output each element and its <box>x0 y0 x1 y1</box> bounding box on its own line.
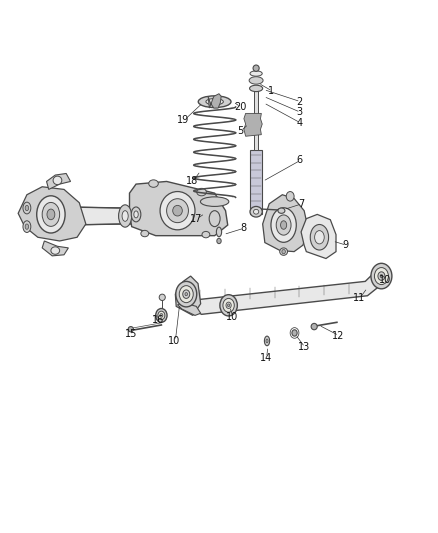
Text: 7: 7 <box>298 199 304 209</box>
Text: 5: 5 <box>237 126 243 136</box>
Ellipse shape <box>134 211 138 218</box>
Polygon shape <box>251 150 262 214</box>
Ellipse shape <box>25 224 28 229</box>
Ellipse shape <box>310 224 328 250</box>
Polygon shape <box>263 195 308 252</box>
Ellipse shape <box>131 207 141 222</box>
Text: 10: 10 <box>168 336 180 346</box>
Text: 15: 15 <box>125 329 137 339</box>
Ellipse shape <box>226 302 231 309</box>
Polygon shape <box>130 181 228 236</box>
Ellipse shape <box>311 324 317 330</box>
Ellipse shape <box>122 211 128 221</box>
Text: 1: 1 <box>268 86 275 96</box>
Text: 11: 11 <box>353 293 365 303</box>
Polygon shape <box>35 206 212 225</box>
Ellipse shape <box>159 294 165 301</box>
Ellipse shape <box>253 65 259 71</box>
Ellipse shape <box>378 272 385 280</box>
Text: 3: 3 <box>297 107 303 117</box>
Ellipse shape <box>197 188 206 196</box>
Text: 10: 10 <box>379 275 391 285</box>
Ellipse shape <box>250 71 262 76</box>
Ellipse shape <box>265 336 270 346</box>
Ellipse shape <box>371 263 392 289</box>
Text: 16: 16 <box>152 314 164 325</box>
Polygon shape <box>208 94 221 108</box>
Text: 12: 12 <box>332 330 344 341</box>
Ellipse shape <box>249 77 263 84</box>
Ellipse shape <box>128 327 134 332</box>
Ellipse shape <box>183 290 190 298</box>
Text: 10: 10 <box>226 312 238 322</box>
Polygon shape <box>179 266 389 314</box>
Ellipse shape <box>25 205 28 211</box>
Text: 19: 19 <box>177 115 189 125</box>
Text: 18: 18 <box>186 176 198 187</box>
Ellipse shape <box>160 191 195 230</box>
Ellipse shape <box>292 330 297 336</box>
Ellipse shape <box>149 180 158 187</box>
Ellipse shape <box>42 203 60 227</box>
Polygon shape <box>177 303 201 316</box>
Ellipse shape <box>37 196 65 233</box>
Text: 2: 2 <box>297 96 303 107</box>
Polygon shape <box>46 173 71 189</box>
Ellipse shape <box>250 85 263 92</box>
Ellipse shape <box>176 281 197 307</box>
Ellipse shape <box>51 247 60 254</box>
Text: 13: 13 <box>298 342 310 352</box>
Ellipse shape <box>23 202 31 214</box>
Ellipse shape <box>166 199 188 223</box>
Polygon shape <box>175 276 201 316</box>
Text: 4: 4 <box>297 118 303 128</box>
Ellipse shape <box>280 248 288 255</box>
Ellipse shape <box>281 221 287 229</box>
Ellipse shape <box>266 339 268 343</box>
Ellipse shape <box>201 197 229 206</box>
Ellipse shape <box>223 298 234 312</box>
Text: 14: 14 <box>260 353 272 363</box>
Polygon shape <box>42 241 68 256</box>
Ellipse shape <box>23 221 31 232</box>
Ellipse shape <box>286 191 294 201</box>
Text: 9: 9 <box>343 240 349 250</box>
Ellipse shape <box>271 208 296 243</box>
Ellipse shape <box>282 249 286 254</box>
Ellipse shape <box>160 313 163 317</box>
Ellipse shape <box>141 230 149 237</box>
Ellipse shape <box>314 231 324 244</box>
Ellipse shape <box>276 215 291 235</box>
Ellipse shape <box>158 311 165 320</box>
Text: 6: 6 <box>297 155 303 165</box>
Ellipse shape <box>179 286 193 303</box>
Ellipse shape <box>47 209 55 220</box>
Ellipse shape <box>380 274 383 278</box>
Ellipse shape <box>209 211 220 227</box>
Ellipse shape <box>119 205 132 227</box>
Ellipse shape <box>216 227 222 237</box>
Ellipse shape <box>155 309 167 322</box>
Ellipse shape <box>198 96 231 108</box>
Ellipse shape <box>220 295 237 316</box>
Polygon shape <box>244 114 262 136</box>
Polygon shape <box>18 187 86 241</box>
Ellipse shape <box>278 208 285 213</box>
Text: 17: 17 <box>190 214 202 224</box>
Text: 8: 8 <box>240 223 246 233</box>
Ellipse shape <box>254 209 259 214</box>
Polygon shape <box>301 214 336 259</box>
Text: 20: 20 <box>234 102 246 112</box>
Ellipse shape <box>202 231 210 238</box>
Ellipse shape <box>173 205 182 216</box>
Ellipse shape <box>227 304 230 306</box>
Ellipse shape <box>53 176 62 184</box>
Ellipse shape <box>250 206 262 217</box>
Ellipse shape <box>374 268 389 285</box>
Ellipse shape <box>185 293 187 296</box>
Ellipse shape <box>217 238 221 244</box>
Polygon shape <box>254 88 258 150</box>
Ellipse shape <box>206 99 223 105</box>
